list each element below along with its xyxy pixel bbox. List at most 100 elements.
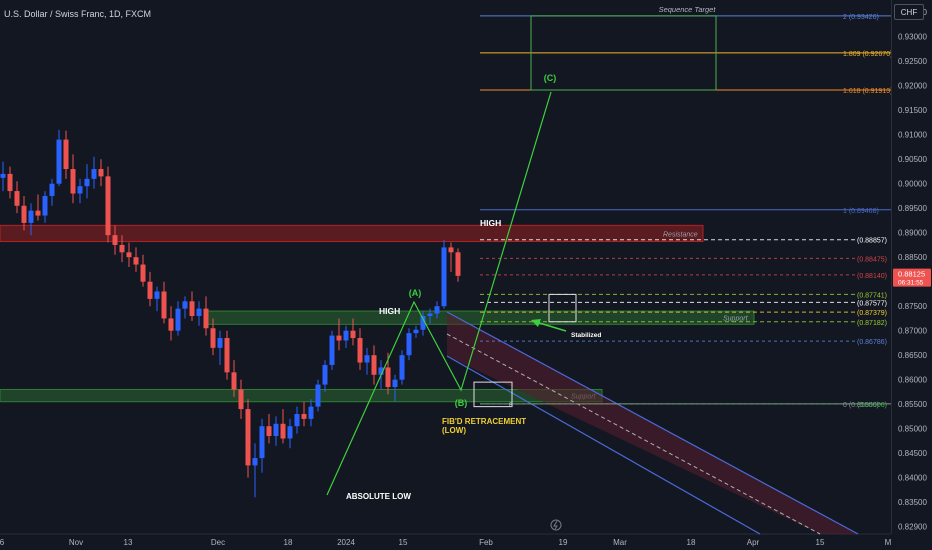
candle-body <box>350 330 356 339</box>
annotations-layer: Sequence Target (A) (B) (C) HIGH HIGH ABSOLUTE… <box>346 5 717 531</box>
price-tick-label: 0.91500 <box>898 106 927 115</box>
retracement-label: (0.87182) <box>857 320 887 327</box>
candle-body <box>364 355 370 363</box>
zone-resistance <box>0 224 704 243</box>
candle-body <box>378 367 384 375</box>
candles-layer <box>0 129 461 498</box>
candle-body <box>161 291 167 319</box>
candle-body <box>70 169 76 194</box>
candle-body <box>385 367 391 388</box>
price-tick-label: 0.91000 <box>898 131 927 140</box>
retracement-label: (0.85506) <box>857 402 887 409</box>
candle-body <box>7 173 13 192</box>
currency-label: CHF <box>900 7 918 17</box>
candle-body <box>140 264 146 282</box>
candle-body <box>21 205 27 223</box>
price-tick-label: 0.84000 <box>898 474 927 483</box>
candle-body <box>56 139 62 184</box>
time-tick-label: 19 <box>559 538 568 547</box>
candle-body <box>357 338 363 363</box>
candle-body <box>14 191 20 206</box>
candle-body <box>133 257 139 265</box>
candle-body <box>182 301 188 309</box>
price-tick-label: 0.86000 <box>898 376 927 385</box>
candle-body <box>196 308 202 316</box>
candle-body <box>126 252 132 258</box>
candle-body <box>280 423 286 439</box>
candle-body <box>77 186 83 194</box>
candle-body <box>434 306 440 314</box>
currency-button[interactable]: CHF <box>894 4 924 20</box>
candle-body <box>315 384 321 407</box>
candle-body <box>238 389 244 410</box>
candle-body <box>287 426 293 439</box>
time-tick-label: 15 <box>816 538 825 547</box>
retracement-label: (0.88857) <box>857 238 887 245</box>
candle-body <box>399 355 405 380</box>
time-tick-label: 13 <box>124 538 133 547</box>
candle-body <box>441 247 447 307</box>
time-tick-label: 18 <box>687 538 696 547</box>
candle-body <box>259 426 265 459</box>
candle-body <box>63 139 69 170</box>
time-tick-label: Apr <box>747 538 760 547</box>
candle-body <box>49 183 55 196</box>
time-tick-label: 15 <box>399 538 408 547</box>
wave-a-label: (A) <box>409 288 422 298</box>
stabilized-label: Stabilized <box>571 332 601 339</box>
retracement-label: (0.87379) <box>857 310 887 317</box>
candle-body <box>266 426 272 437</box>
price-tick-label: 0.90000 <box>898 180 927 189</box>
candle-body <box>119 244 125 253</box>
levels-layer: 2 (0.93426) 1.809 (0.92670) 1.618 (0.91913… <box>473 14 892 409</box>
retracement-low-box <box>473 381 513 408</box>
high-label-1: HIGH <box>379 306 400 316</box>
fib-level-label: 1.809 (0.92670) <box>843 51 892 58</box>
retracement-label: (0.87741) <box>857 292 887 299</box>
price-tick-label: 0.89000 <box>898 229 927 238</box>
candle-body <box>28 210 34 223</box>
price-tick-label: 0.92500 <box>898 57 927 66</box>
countdown-label: 06:31:55 <box>898 280 924 287</box>
waves-layer <box>326 91 552 496</box>
candle-body <box>189 301 195 316</box>
candle-body <box>336 335 342 341</box>
symbol-title: U.S. Dollar / Swiss Franc, 1D, FXCM <box>4 9 152 19</box>
price-tick-label: 0.82900 <box>898 523 927 532</box>
candle-body <box>112 235 118 245</box>
time-tick-label: 2024 <box>337 538 355 547</box>
current-price-badge <box>893 268 931 287</box>
price-tick-label: 0.83500 <box>898 498 927 507</box>
candle-body <box>371 355 377 375</box>
chart-title: U.S. Dollar / Swiss Franc, 1D, FXCM <box>4 4 151 22</box>
channel-layer <box>446 311 859 535</box>
price-tick-label: 0.88500 <box>898 253 927 262</box>
retracement-label: (0.86786) <box>857 339 887 346</box>
time-tick-label: Mar <box>613 538 627 547</box>
candle-body <box>455 252 461 276</box>
candle-body <box>105 176 111 236</box>
wave-c-label: (C) <box>544 73 557 83</box>
price-tick-label: 0.84500 <box>898 449 927 458</box>
price-axis: 0.935000.930000.925000.920000.915000.910… <box>893 8 931 532</box>
time-tick-label: Dec <box>211 538 225 547</box>
retracement-label: (0.88140) <box>857 273 887 280</box>
candle-body <box>273 423 279 437</box>
stabilized-arrow-line <box>535 321 567 332</box>
zone-label: Resistance <box>663 231 698 238</box>
price-tick-label: 0.85500 <box>898 400 927 409</box>
candle-body <box>154 291 160 299</box>
time-tick-label: Feb <box>479 538 493 547</box>
candle-body <box>168 318 174 331</box>
fib-level-label: 2 (0.93426) <box>843 14 879 21</box>
candle-body <box>231 372 237 390</box>
price-tick-label: 0.87500 <box>898 302 927 311</box>
price-tick-label: 0.85000 <box>898 425 927 434</box>
sequence-target-label: Sequence Target <box>659 5 717 14</box>
candle-body <box>42 195 48 216</box>
candle-body <box>252 458 258 466</box>
time-tick-label: 18 <box>284 538 293 547</box>
price-tick-label: 0.86500 <box>898 351 927 360</box>
stabilized-arrow-head <box>531 319 541 327</box>
